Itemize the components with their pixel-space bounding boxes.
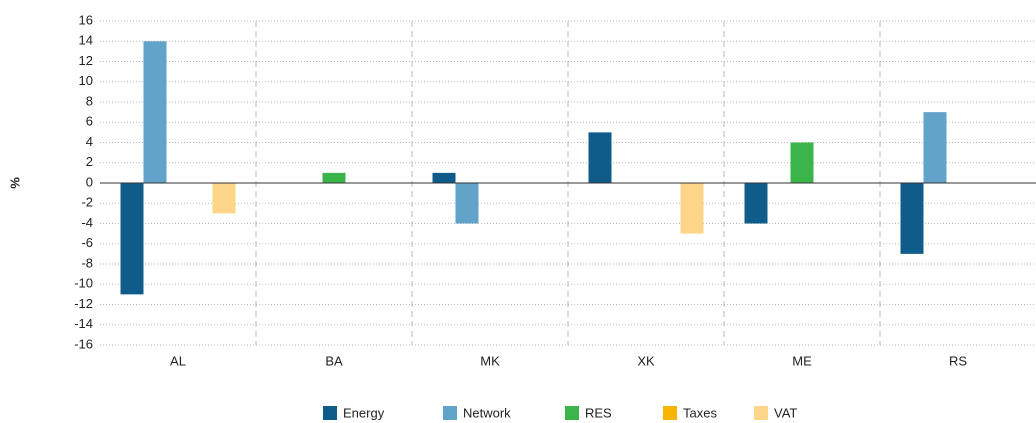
x-tick-label: BA — [325, 353, 343, 368]
y-tick-label: 0 — [86, 174, 93, 189]
legend-swatch — [663, 406, 677, 420]
legend-label: Taxes — [683, 405, 717, 420]
y-tick-label: 8 — [86, 93, 93, 108]
y-tick-label: -10 — [74, 276, 93, 291]
y-tick-label: 4 — [86, 134, 93, 149]
bar — [120, 183, 144, 295]
x-tick-label: XK — [637, 353, 655, 368]
bar — [322, 172, 346, 183]
y-tick-label: 14 — [79, 33, 93, 48]
legend-swatch — [754, 406, 768, 420]
x-tick-label: RS — [949, 353, 967, 368]
y-tick-label: -8 — [81, 255, 93, 270]
bar — [923, 112, 947, 183]
legend-swatch — [565, 406, 579, 420]
y-axis-label: % — [7, 177, 22, 189]
legend-label: RES — [585, 405, 612, 420]
bar — [790, 142, 814, 183]
bar — [588, 132, 612, 183]
x-tick-label: ME — [792, 353, 812, 368]
bar — [744, 183, 768, 224]
y-tick-label: 10 — [79, 73, 93, 88]
legend-label: VAT — [774, 405, 797, 420]
bar — [680, 183, 704, 234]
y-tick-label: 6 — [86, 114, 93, 129]
legend-swatch — [323, 406, 337, 420]
y-tick-label: -6 — [81, 235, 93, 250]
y-tick-label: 12 — [79, 53, 93, 68]
bar — [212, 183, 236, 214]
y-tick-label: -16 — [74, 336, 93, 351]
y-tick-label: -12 — [74, 296, 93, 311]
y-tick-label: -14 — [74, 316, 93, 331]
y-tick-label: 16 — [79, 12, 93, 27]
legend-label: Energy — [343, 405, 385, 420]
x-tick-label: MK — [480, 353, 500, 368]
y-tick-label: -2 — [81, 195, 93, 210]
x-tick-label: AL — [170, 353, 186, 368]
bar — [455, 183, 479, 224]
y-tick-label: -4 — [81, 215, 93, 230]
bar — [432, 172, 456, 183]
y-tick-label: 2 — [86, 154, 93, 169]
legend-swatch — [443, 406, 457, 420]
bar — [143, 41, 167, 183]
legend-label: Network — [463, 405, 511, 420]
bar — [900, 183, 924, 254]
